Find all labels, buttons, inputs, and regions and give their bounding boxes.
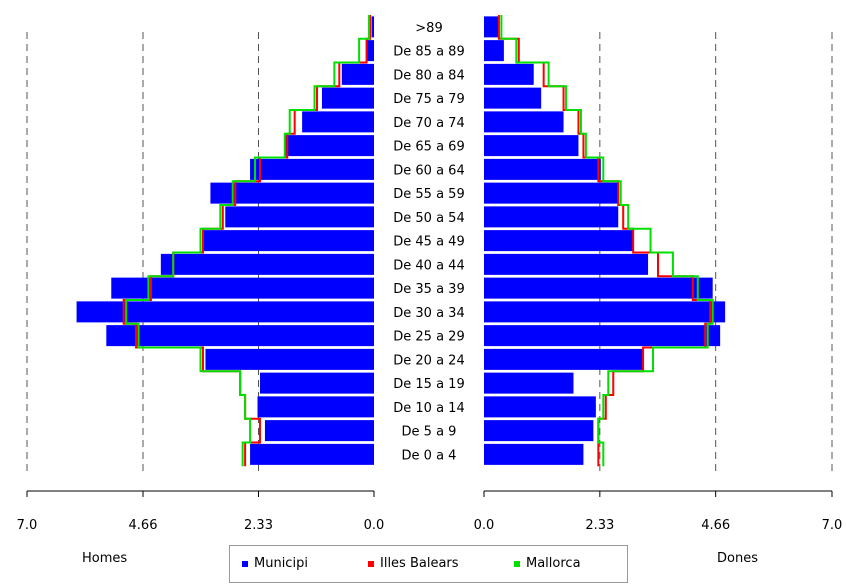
age-group-labels: >89 De 85 a 89 De 80 a 84 De 75 a 79 De 70 a… xyxy=(393,21,464,464)
legend-swatch-mallorca xyxy=(514,560,520,567)
bar-dones-municipi xyxy=(484,16,499,38)
bar-dones-municipi xyxy=(484,253,649,275)
x-tick-label-right: 7.0 xyxy=(822,518,843,533)
legend-item-illes-balears: Illes Balears xyxy=(368,556,459,571)
legend-swatch-illes-balears xyxy=(368,560,374,567)
legend-item-mallorca: Mallorca xyxy=(514,556,581,571)
bar-dones-municipi xyxy=(484,87,542,109)
age-group-label: De 10 a 14 xyxy=(393,401,464,416)
reference-step-lines xyxy=(122,15,714,467)
bar-homes-municipi xyxy=(210,182,374,204)
bar-homes-municipi xyxy=(225,206,374,228)
bar-homes-municipi xyxy=(264,420,374,442)
x-axes: 7.0 4.66 2.33 0.0 0.0 2.33 4.66 7.0 xyxy=(17,490,843,533)
age-group-label: De 45 a 49 xyxy=(393,235,464,250)
right-axis-label: Dones xyxy=(717,551,758,566)
bar-dones-municipi xyxy=(484,158,601,180)
age-group-label: De 0 a 4 xyxy=(402,448,457,463)
step-homes-mallorca xyxy=(125,15,371,467)
x-tick-label-left: 7.0 xyxy=(17,518,38,533)
age-group-label: De 65 a 69 xyxy=(393,140,464,155)
bar-homes-municipi xyxy=(76,301,375,323)
legend-label-municipi: Municipi xyxy=(254,556,308,571)
bar-homes-municipi xyxy=(259,372,374,394)
bar-homes-municipi xyxy=(302,111,374,133)
age-group-label: De 5 a 9 xyxy=(402,425,457,440)
bar-dones-municipi xyxy=(484,206,619,228)
bar-homes-municipi xyxy=(321,87,374,109)
bar-homes-municipi xyxy=(202,230,374,252)
bar-dones-municipi xyxy=(484,277,713,299)
bar-homes-municipi xyxy=(284,135,374,157)
bar-dones-municipi xyxy=(484,230,634,252)
bar-dones-municipi xyxy=(484,111,564,133)
bar-homes-municipi xyxy=(371,16,374,38)
bar-dones-municipi xyxy=(484,325,721,347)
age-group-label: De 85 a 89 xyxy=(393,45,464,60)
bar-dones-municipi xyxy=(484,301,726,323)
legend: Municipi Illes Balears Mallorca xyxy=(229,545,628,583)
age-group-label: De 70 a 74 xyxy=(393,116,464,131)
bar-homes-municipi xyxy=(111,277,375,299)
age-group-label: >89 xyxy=(415,21,442,36)
age-group-label: De 60 a 64 xyxy=(393,163,464,178)
bar-dones-municipi xyxy=(484,182,619,204)
bar-homes-municipi xyxy=(341,63,374,85)
bar-dones-municipi xyxy=(484,135,579,157)
age-group-label: De 30 a 34 xyxy=(393,306,464,321)
municipi-bars xyxy=(76,16,726,465)
legend-label-mallorca: Mallorca xyxy=(526,556,581,571)
bar-dones-municipi xyxy=(484,372,574,394)
bar-homes-municipi xyxy=(250,443,374,465)
bar-homes-municipi xyxy=(257,396,374,418)
left-axis-label: Homes xyxy=(82,551,128,566)
bar-homes-municipi xyxy=(106,325,375,347)
x-tick-label-left: 4.66 xyxy=(129,518,158,533)
bar-homes-municipi xyxy=(250,158,374,180)
bar-dones-municipi xyxy=(484,443,584,465)
age-group-label: De 55 a 59 xyxy=(393,187,464,202)
x-tick-label-right: 2.33 xyxy=(585,518,614,533)
grid-lines xyxy=(26,32,833,475)
age-group-label: De 35 a 39 xyxy=(393,282,464,297)
age-group-label: De 20 a 24 xyxy=(393,353,464,368)
x-tick-label-right: 0.0 xyxy=(474,518,495,533)
x-tick-label-left: 2.33 xyxy=(244,518,273,533)
bar-dones-municipi xyxy=(484,348,644,370)
bar-dones-municipi xyxy=(484,396,596,418)
bar-homes-municipi xyxy=(205,348,374,370)
bar-homes-municipi xyxy=(160,253,374,275)
age-group-label: De 40 a 44 xyxy=(393,258,464,273)
bar-dones-municipi xyxy=(484,420,594,442)
x-tick-label-left: 0.0 xyxy=(364,518,385,533)
x-tick-label-right: 4.66 xyxy=(701,518,730,533)
age-group-label: De 50 a 54 xyxy=(393,211,464,226)
age-group-label: De 75 a 79 xyxy=(393,92,464,107)
bar-homes-municipi xyxy=(366,40,374,62)
age-group-label: De 15 a 19 xyxy=(393,377,464,392)
age-group-label: De 25 a 29 xyxy=(393,330,464,345)
bar-dones-municipi xyxy=(484,40,504,62)
legend-swatch-municipi xyxy=(242,560,248,567)
bar-dones-municipi xyxy=(484,63,534,85)
legend-item-municipi: Municipi xyxy=(242,556,308,571)
step-dones-mallorca xyxy=(500,15,714,467)
legend-label-illes-balears: Illes Balears xyxy=(380,556,459,571)
age-group-label: De 80 a 84 xyxy=(393,68,464,83)
